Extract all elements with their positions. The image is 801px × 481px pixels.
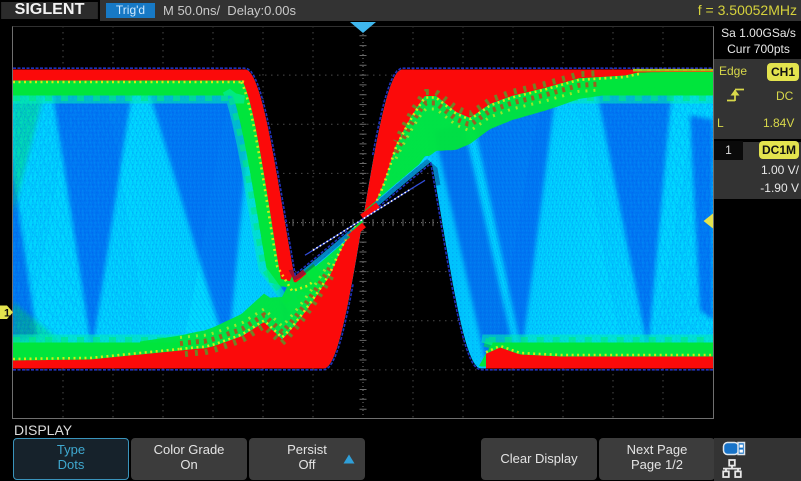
svg-text:1: 1 <box>4 308 10 320</box>
